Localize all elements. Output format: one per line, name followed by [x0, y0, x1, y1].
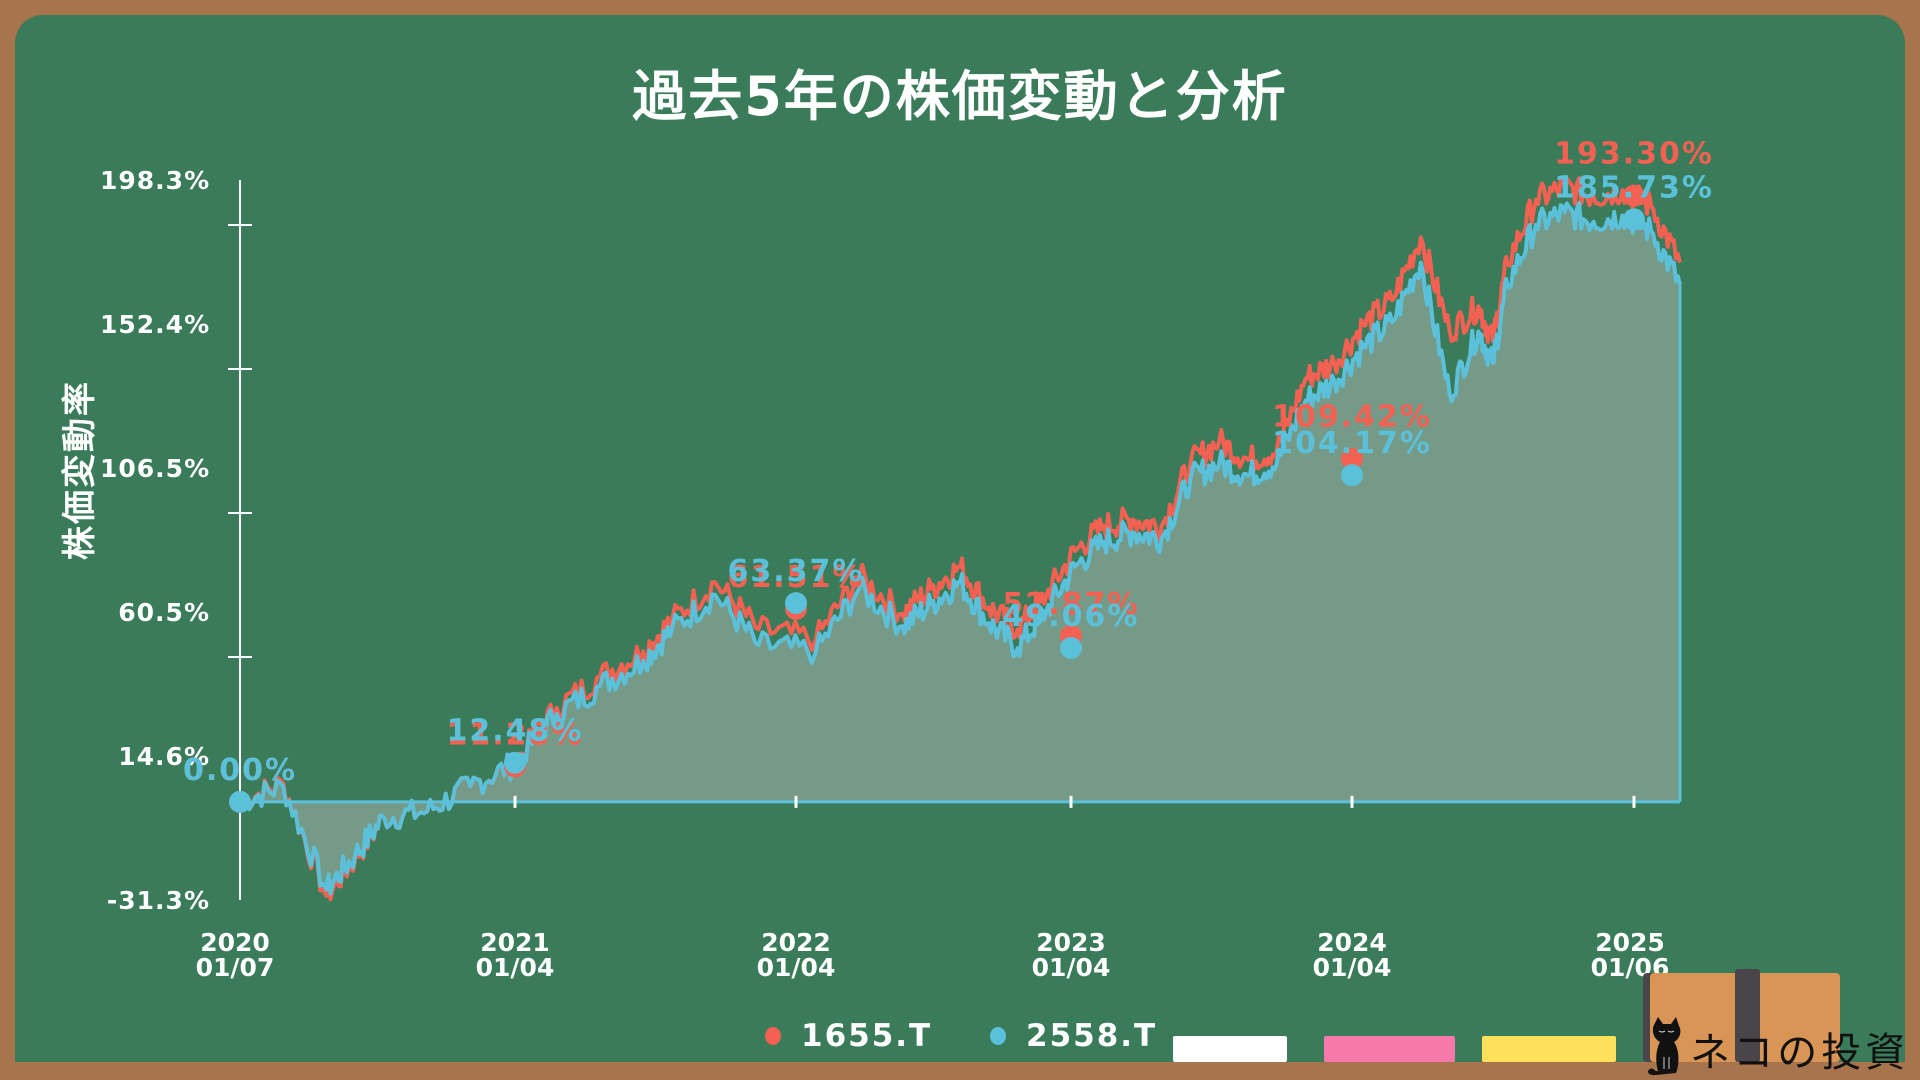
legend-dot-icon [765, 1027, 781, 1045]
svg-text:0.00%: 0.00% [183, 753, 297, 788]
svg-text:104.17%: 104.17% [1272, 426, 1432, 461]
legend-item-2558[interactable]: 2558.T [990, 1018, 1157, 1054]
y-tick-label: 60.5% [118, 598, 210, 627]
yellow-chalk [1482, 1036, 1616, 1062]
svg-text:185.73%: 185.73% [1554, 170, 1714, 205]
x-tick-label: 2021 01/04 [475, 928, 555, 982]
svg-text:63.37%: 63.37% [728, 554, 865, 589]
legend-item-1655[interactable]: 1655.T [765, 1018, 932, 1054]
y-tick-label: 152.4% [100, 310, 211, 339]
chalk-tray [0, 1062, 1920, 1080]
white-chalk [1173, 1036, 1287, 1062]
pink-chalk [1324, 1036, 1455, 1062]
svg-text:52.87%: 52.87% [1003, 587, 1140, 622]
y-tick-label: 14.6% [118, 742, 210, 771]
y-tick-label: -31.3% [106, 886, 210, 915]
eraser-band [1735, 969, 1760, 1062]
svg-text:12.48%: 12.48% [447, 714, 584, 749]
svg-text:61.51%: 61.51% [728, 560, 865, 595]
x-tick-label: 2023 01/04 [1031, 928, 1111, 982]
legend-dot-icon [990, 1027, 1006, 1045]
svg-text:109.42%: 109.42% [1272, 400, 1432, 435]
legend-label: 1655.T [801, 1018, 933, 1054]
svg-text:0.00%: 0.00% [183, 753, 297, 788]
y-tick-label: 198.3% [100, 166, 211, 195]
chart-title: 過去5年の株価変動と分析 [632, 65, 1288, 128]
y-tick-label: 106.5% [100, 454, 211, 483]
black-cat-icon [1648, 1017, 1681, 1076]
x-tick-label: 2020 01/07 [195, 928, 275, 982]
legend-label: 2558.T [1026, 1018, 1158, 1054]
svg-text:11.28%: 11.28% [447, 717, 584, 752]
x-tick-label: 2022 01/04 [756, 928, 836, 982]
svg-text:49.06%: 49.06% [1003, 599, 1140, 634]
logo-text: ネコの投資 [1690, 1030, 1910, 1076]
x-tick-label: 2024 01/04 [1312, 928, 1392, 982]
svg-text:193.30%: 193.30% [1554, 137, 1714, 172]
